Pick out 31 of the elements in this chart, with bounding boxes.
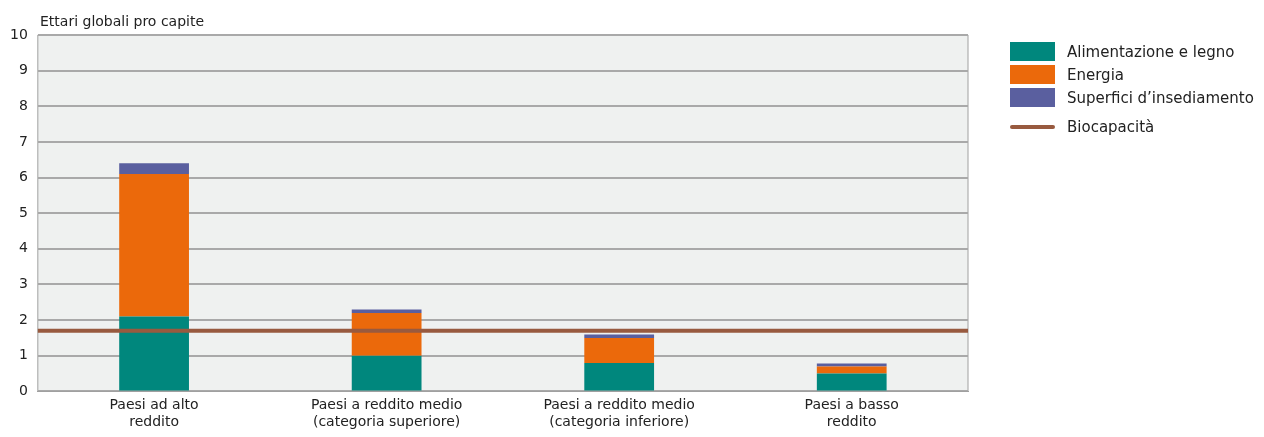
y-tick-label: 6 — [18, 168, 28, 185]
y-axis-title: Ettari globali pro capite — [40, 13, 205, 29]
bar — [816, 373, 887, 391]
bar — [119, 174, 189, 317]
bar — [351, 309, 422, 313]
y-tick-label: 7 — [18, 132, 28, 149]
legend-label: Superfici d’insediamento — [1067, 88, 1254, 107]
bar — [584, 334, 655, 338]
y-tick-label: 10 — [9, 25, 28, 42]
y-tick-label: 8 — [18, 96, 28, 113]
x-tick-label: Paesi a reddito medio (categoria inferiore) — [543, 396, 695, 430]
legend-label: Biocapacità — [1067, 117, 1155, 136]
y-tick-label: 1 — [18, 346, 28, 363]
x-tick-label: Paesi ad alto reddito — [109, 396, 199, 430]
legend-label: Alimentazione e legno — [1067, 42, 1235, 61]
bar — [351, 312, 422, 356]
y-tick-label: 4 — [18, 239, 28, 256]
y-tick-label: 0 — [18, 382, 28, 399]
y-tick-label: 9 — [18, 61, 28, 78]
x-tick-label: Paesi a reddito medio (categoria superiore) — [310, 396, 463, 430]
x-tick-label: Paesi a basso reddito — [804, 396, 899, 430]
legend-label: Energia — [1067, 65, 1124, 84]
bar — [351, 355, 422, 391]
bar — [584, 362, 655, 391]
bar — [119, 163, 189, 174]
bar — [816, 366, 887, 374]
y-tick-label: 2 — [18, 310, 28, 327]
bar — [584, 337, 655, 363]
bar — [119, 316, 189, 391]
y-tick-label: 3 — [18, 275, 28, 292]
y-tick-label: 5 — [18, 203, 28, 220]
